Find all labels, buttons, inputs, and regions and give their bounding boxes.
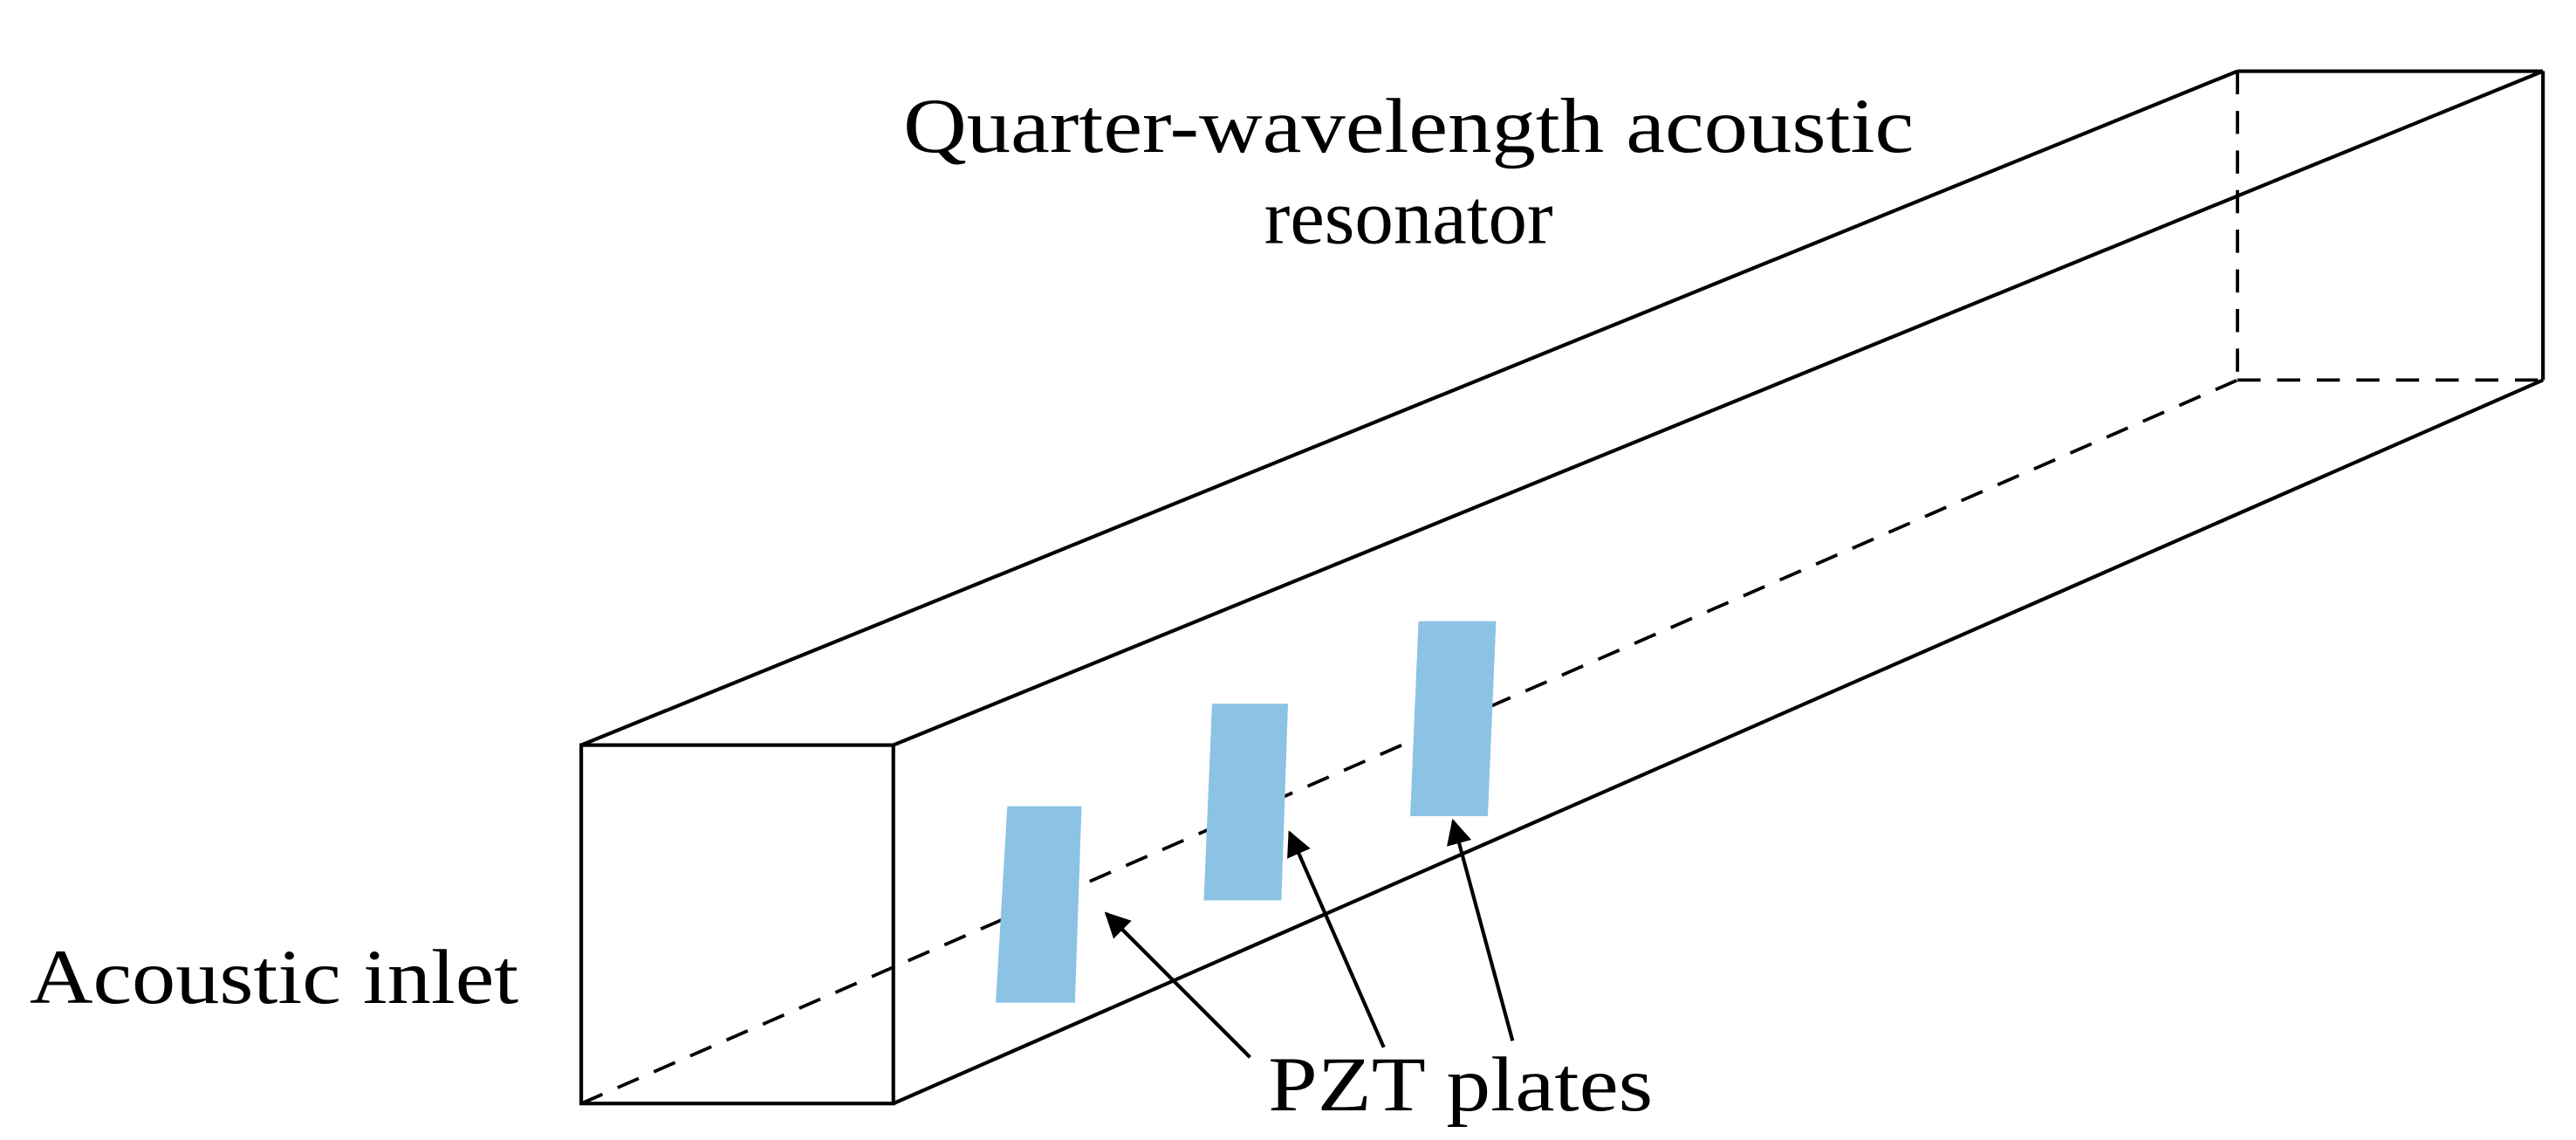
inlet-label: Acoustic inlet bbox=[30, 935, 518, 1020]
hidden-bottom-left-edge bbox=[580, 378, 2238, 1105]
arrow-plate-3 bbox=[1447, 818, 1515, 1041]
top-right-edge bbox=[892, 69, 2544, 747]
bottom-right-edge bbox=[892, 378, 2544, 1106]
resonator-label-line2: resonator bbox=[1264, 175, 1553, 260]
pzt-plate-3 bbox=[1410, 621, 1497, 816]
front-face-inlet bbox=[579, 743, 895, 1106]
pzt-plate-2 bbox=[1203, 704, 1288, 901]
arrow-plate-1 bbox=[1104, 911, 1251, 1059]
pzt-plates-label: PZT plates bbox=[1268, 1042, 1653, 1128]
arrow-plate-2 bbox=[1287, 830, 1386, 1048]
top-left-edge bbox=[580, 69, 2238, 747]
resonator-label-line1: Quarter-wavelength acoustic bbox=[903, 84, 1914, 169]
pzt-plate-1 bbox=[996, 806, 1082, 1003]
